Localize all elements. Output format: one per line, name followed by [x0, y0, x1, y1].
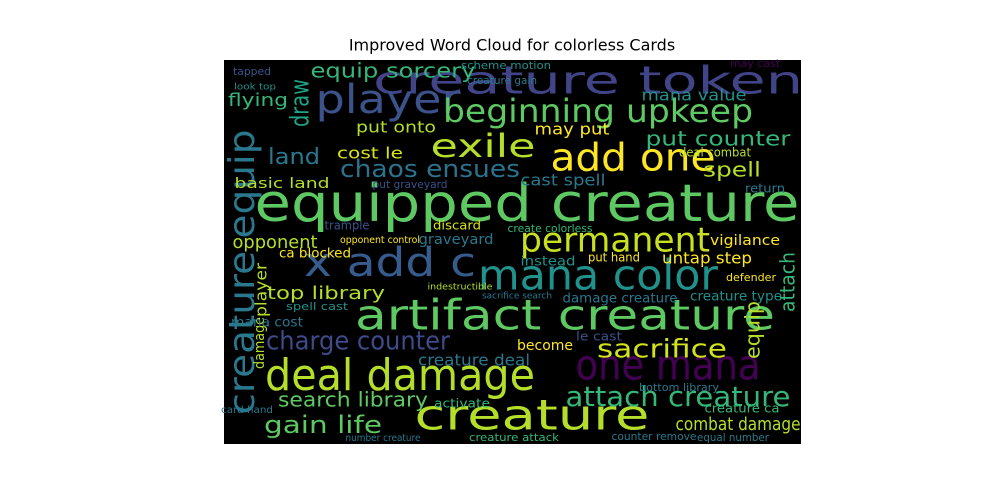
- word: graveyard: [419, 232, 494, 248]
- word: beginning upkeep: [443, 92, 753, 130]
- word: mana cost: [231, 316, 303, 331]
- word: le cast: [576, 330, 622, 344]
- word: sacrifice search: [482, 292, 552, 302]
- word: creature type: [690, 290, 782, 305]
- word: return: [745, 182, 785, 196]
- word: counter remove: [612, 430, 697, 443]
- word: gain life: [264, 411, 382, 439]
- word: artifact creature: [355, 291, 775, 340]
- word: trample: [325, 219, 370, 233]
- word: put graveyard: [373, 178, 448, 191]
- word: basic land: [235, 176, 330, 192]
- word: flying: [228, 90, 288, 111]
- word: create colorless: [508, 222, 593, 235]
- word: may put: [535, 120, 610, 139]
- word: put counter: [646, 127, 792, 151]
- word: top library: [267, 283, 385, 304]
- word: cast spell: [521, 171, 606, 190]
- word: creature equip: [222, 130, 263, 415]
- word: x add c: [304, 240, 476, 286]
- word: charge counter: [266, 327, 450, 357]
- word: put hand: [588, 251, 640, 265]
- word: creature attack: [469, 431, 560, 444]
- word: instead: [521, 255, 576, 270]
- word: creature ca: [705, 402, 780, 416]
- word: equip sorcery: [311, 59, 476, 83]
- word: sacrifice: [597, 335, 727, 365]
- word: creature deal: [418, 351, 530, 370]
- word: permanent: [520, 221, 710, 261]
- word: equal number: [697, 431, 769, 444]
- word: look top: [234, 83, 276, 93]
- word: chaos ensues: [340, 155, 520, 183]
- word: one mana: [576, 341, 761, 390]
- word: deal damage: [265, 350, 535, 401]
- word: mana color: [478, 251, 719, 300]
- word: number creature: [346, 433, 421, 444]
- word: ca blocked: [279, 247, 351, 262]
- word: damage: [252, 317, 268, 369]
- word: untap step: [662, 249, 752, 268]
- word: discard: [433, 219, 481, 233]
- word: card hand: [221, 405, 273, 416]
- word: creature: [415, 391, 650, 440]
- word: add one: [551, 136, 716, 180]
- word: activate: [434, 397, 490, 411]
- word: tapped: [233, 65, 271, 78]
- chart-title: Improved Word Cloud for colorless Cards: [349, 36, 675, 55]
- word: opponent: [233, 232, 318, 253]
- word: put onto: [356, 118, 436, 137]
- word: scheme motion: [461, 59, 551, 72]
- word: combat damage: [676, 414, 801, 435]
- word: spell: [703, 158, 761, 182]
- word: exile: [431, 127, 536, 165]
- word: creature token: [373, 59, 803, 103]
- word: damage creature: [563, 292, 678, 307]
- word: bottom library: [639, 381, 719, 394]
- cloud-background: [224, 60, 801, 444]
- word: may cast: [730, 57, 781, 70]
- word: search library: [278, 388, 428, 412]
- word: spell cast: [286, 300, 349, 313]
- word: land: [268, 145, 320, 170]
- word: become: [517, 338, 573, 354]
- word: draw: [286, 79, 316, 127]
- word: cost le: [337, 144, 403, 163]
- word: defender: [726, 271, 776, 284]
- word: player: [316, 77, 462, 123]
- word: mana value: [642, 86, 747, 105]
- word: deal combat: [679, 146, 751, 160]
- word: equip: [741, 301, 765, 359]
- word: vigilance: [710, 233, 780, 249]
- word: creature gain: [467, 74, 537, 87]
- word: indestructible: [428, 283, 493, 293]
- word: player: [252, 263, 271, 317]
- word: opponent control: [340, 235, 420, 246]
- word: equipped creature: [255, 174, 800, 234]
- word: attach creature: [566, 380, 791, 413]
- word: attach: [776, 252, 800, 312]
